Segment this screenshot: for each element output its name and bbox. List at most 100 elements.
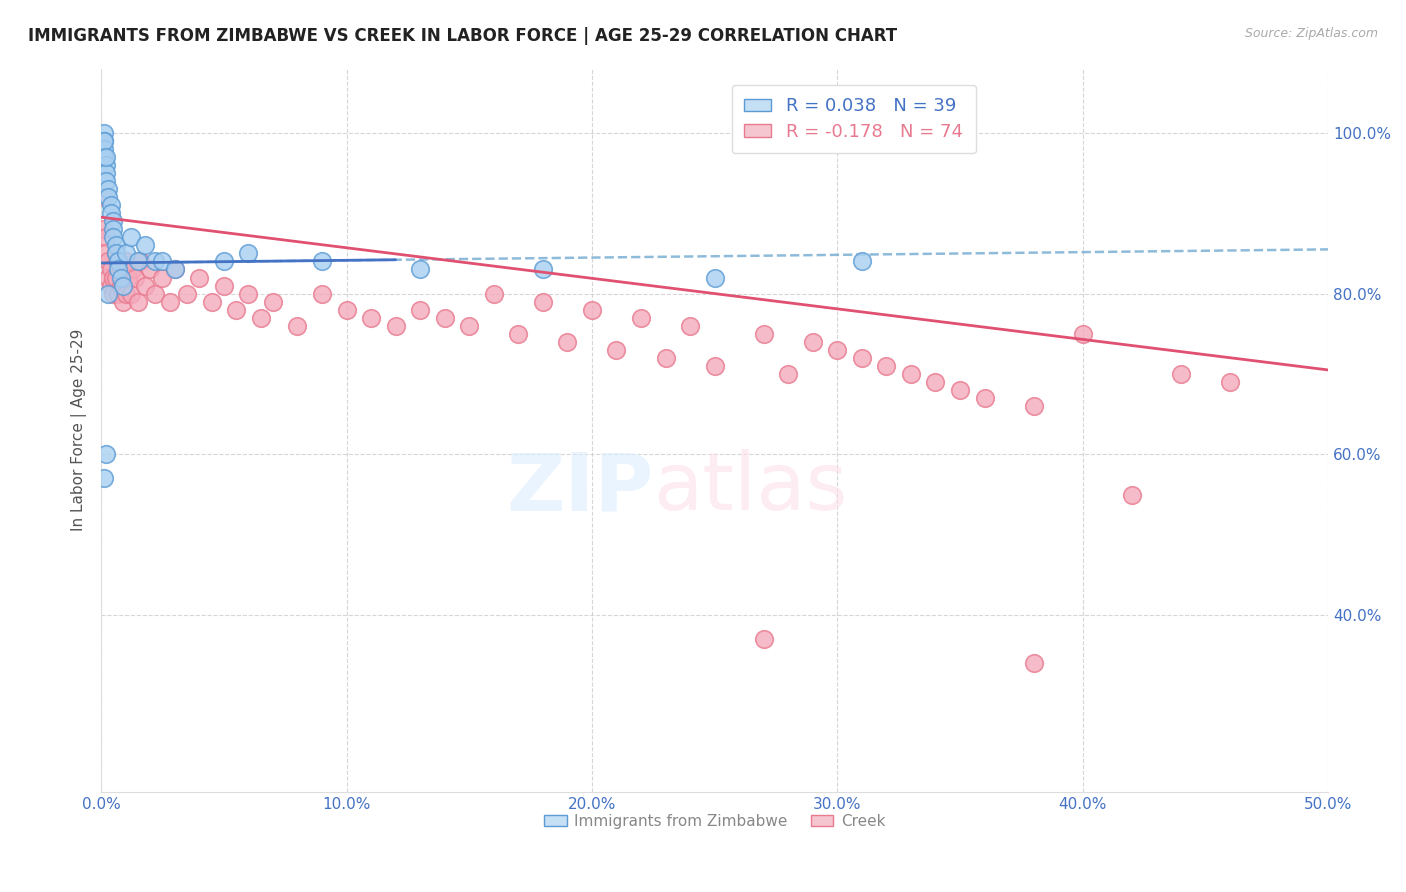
Point: [110, 278, 132, 293]
Point: [531, 262, 554, 277]
Point: [97, 182, 120, 196]
Point: [112, 294, 135, 309]
Point: [100, 278, 122, 293]
Point: [117, 270, 139, 285]
Point: [851, 351, 873, 365]
Point: [225, 302, 247, 317]
Point: [311, 254, 333, 268]
Point: [97, 190, 120, 204]
Point: [127, 254, 149, 268]
Point: [97, 286, 120, 301]
Point: [176, 286, 198, 301]
Point: [93, 126, 115, 140]
Point: [827, 343, 849, 357]
Point: [134, 278, 156, 293]
Point: [482, 286, 505, 301]
Point: [94, 150, 117, 164]
Point: [134, 238, 156, 252]
Point: [103, 214, 125, 228]
Text: Source: ZipAtlas.com: Source: ZipAtlas.com: [1244, 27, 1378, 40]
Point: [188, 270, 211, 285]
Point: [114, 246, 136, 260]
Point: [107, 254, 129, 268]
Point: [703, 270, 725, 285]
Point: [360, 310, 382, 325]
Point: [143, 286, 166, 301]
Point: [94, 174, 117, 188]
Point: [1022, 399, 1045, 413]
Point: [94, 447, 117, 461]
Point: [581, 302, 603, 317]
Point: [384, 318, 406, 333]
Point: [458, 318, 481, 333]
Text: ZIP: ZIP: [506, 449, 654, 527]
Point: [531, 294, 554, 309]
Point: [508, 326, 530, 341]
Point: [778, 367, 800, 381]
Point: [630, 310, 652, 325]
Point: [103, 270, 125, 285]
Point: [900, 367, 922, 381]
Point: [1071, 326, 1094, 341]
Point: [262, 294, 284, 309]
Point: [163, 262, 186, 277]
Point: [124, 270, 146, 285]
Point: [1121, 487, 1143, 501]
Point: [120, 286, 142, 301]
Point: [94, 230, 117, 244]
Point: [100, 262, 122, 277]
Text: IMMIGRANTS FROM ZIMBABWE VS CREEK IN LABOR FORCE | AGE 25-29 CORRELATION CHART: IMMIGRANTS FROM ZIMBABWE VS CREEK IN LAB…: [28, 27, 897, 45]
Point: [238, 246, 260, 260]
Point: [112, 278, 135, 293]
Point: [200, 294, 222, 309]
Point: [1170, 367, 1192, 381]
Point: [249, 310, 271, 325]
Point: [287, 318, 309, 333]
Point: [557, 334, 579, 349]
Point: [94, 246, 117, 260]
Point: [122, 262, 145, 277]
Point: [851, 254, 873, 268]
Point: [100, 206, 122, 220]
Point: [679, 318, 702, 333]
Point: [104, 246, 127, 260]
Point: [114, 254, 136, 268]
Point: [107, 262, 129, 277]
Point: [104, 246, 127, 260]
Point: [120, 230, 142, 244]
Point: [93, 134, 115, 148]
Point: [752, 326, 775, 341]
Point: [97, 254, 120, 268]
Point: [93, 222, 115, 236]
Point: [107, 286, 129, 301]
Point: [97, 270, 120, 285]
Point: [110, 262, 132, 277]
Point: [93, 142, 115, 156]
Point: [703, 359, 725, 373]
Y-axis label: In Labor Force | Age 25-29: In Labor Force | Age 25-29: [72, 329, 87, 532]
Point: [433, 310, 456, 325]
Point: [605, 343, 627, 357]
Point: [129, 254, 152, 268]
Point: [107, 254, 129, 268]
Point: [212, 278, 235, 293]
Point: [103, 230, 125, 244]
Point: [152, 270, 174, 285]
Point: [104, 270, 127, 285]
Point: [654, 351, 676, 365]
Point: [875, 359, 897, 373]
Point: [139, 262, 162, 277]
Point: [93, 471, 115, 485]
Point: [159, 294, 181, 309]
Point: [110, 270, 132, 285]
Point: [143, 254, 166, 268]
Point: [1022, 657, 1045, 671]
Point: [93, 150, 115, 164]
Point: [93, 190, 115, 204]
Point: [924, 375, 946, 389]
Point: [103, 286, 125, 301]
Point: [93, 134, 115, 148]
Point: [311, 286, 333, 301]
Point: [163, 262, 186, 277]
Point: [409, 262, 432, 277]
